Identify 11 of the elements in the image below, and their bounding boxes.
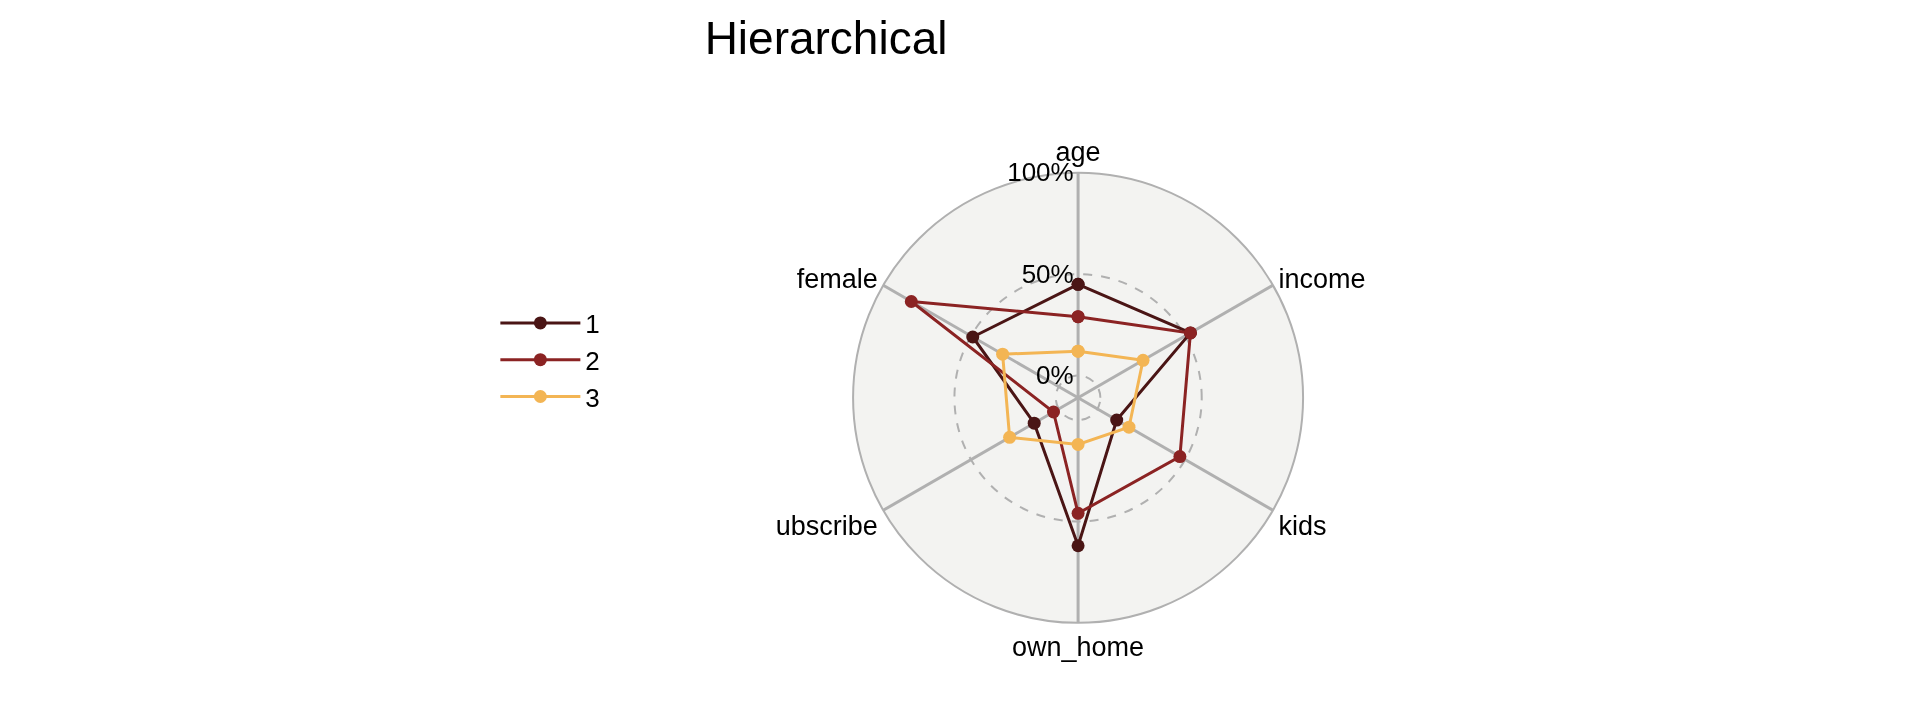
spoke-label: own_home bbox=[1012, 632, 1145, 663]
chart-title: Hierarchical bbox=[704, 11, 948, 64]
y-tick-label: 0% bbox=[1036, 359, 1074, 390]
spoke-label: female bbox=[796, 263, 878, 294]
spoke-label: ubscribe bbox=[775, 511, 878, 542]
legend-label: 3 bbox=[585, 382, 600, 413]
spoke-label: income bbox=[1278, 263, 1366, 294]
legend-label: 2 bbox=[585, 345, 600, 376]
y-tick-label: 50% bbox=[1021, 258, 1074, 289]
legend-label: 1 bbox=[585, 309, 600, 340]
spoke-label: kids bbox=[1278, 511, 1327, 542]
